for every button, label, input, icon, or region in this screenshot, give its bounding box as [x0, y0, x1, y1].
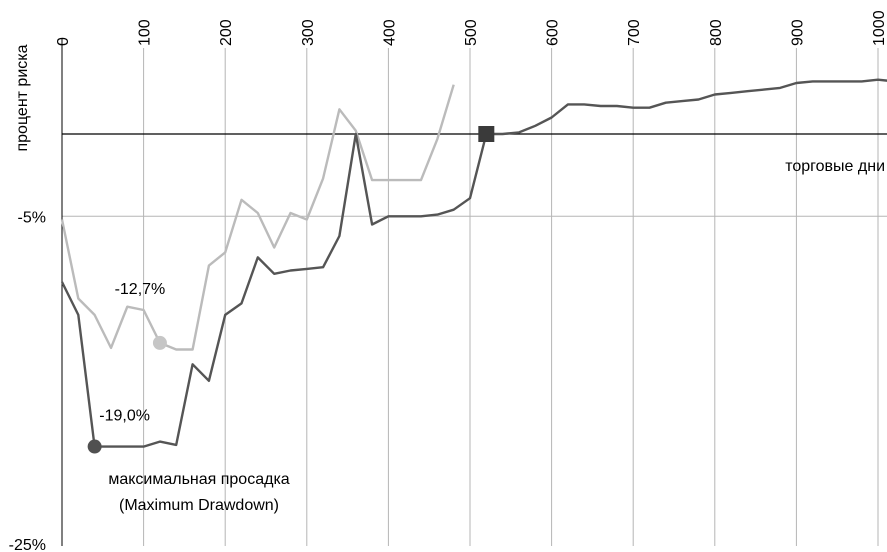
- grid-lines: [61, 48, 887, 546]
- drawdown-label-1: -19,0%: [99, 408, 150, 425]
- series-line-1: [60, 78, 887, 448]
- x-tick-label-7: 700: [626, 19, 643, 46]
- axes: [61, 38, 887, 546]
- x-tick-label-10: 1000: [871, 10, 887, 46]
- x-tick-label-6: 600: [545, 19, 562, 46]
- drawdown-label-0: -12,7%: [115, 281, 166, 298]
- x-tick-label-5: 500: [463, 19, 480, 46]
- x-tick-label-2: 200: [218, 19, 235, 46]
- series-line-0: [60, 84, 455, 351]
- drawdown-marker-0: [152, 335, 167, 350]
- x-tick-label-1: 100: [137, 19, 154, 46]
- y-axis-label: процент риска: [14, 44, 31, 151]
- y-tick-label-1: -25%: [9, 537, 46, 552]
- tick-labels: 0 100 200 300 400 500 600 700 800 900 1000 -5% -25%: [9, 10, 887, 552]
- x-tick-label-8: 800: [708, 19, 725, 46]
- x-tick-label-0: 0: [55, 37, 72, 46]
- annotation-line-1: максимальная просадка: [108, 471, 289, 488]
- series-lines: [60, 78, 887, 448]
- recovery-marker-2: [478, 126, 495, 142]
- x-axis-label: торговые дни: [785, 158, 885, 175]
- annotation-line-2: (Maximum Drawdown): [119, 497, 279, 514]
- y-tick-label-0: -5%: [18, 209, 46, 226]
- drawdown-markers: -12,7% -19,0%: [87, 126, 495, 454]
- x-tick-label-4: 400: [381, 19, 398, 46]
- x-tick-label-9: 900: [789, 19, 806, 46]
- x-tick-label-3: 300: [300, 19, 317, 46]
- drawdown-marker-1: [87, 439, 102, 454]
